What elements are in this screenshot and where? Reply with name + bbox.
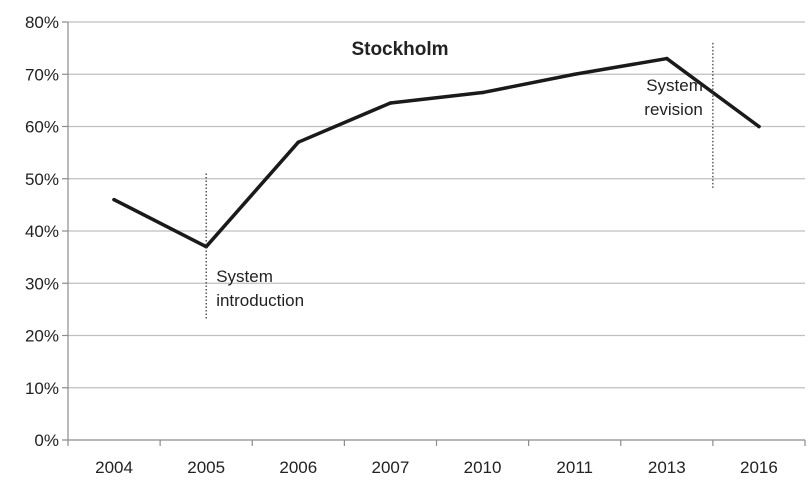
y-tick-label: 30% — [25, 274, 59, 293]
x-tick-label: 2004 — [95, 458, 133, 477]
y-tick-label: 80% — [25, 13, 59, 32]
annotation-text: System — [216, 267, 273, 286]
y-tick-label: 60% — [25, 118, 59, 137]
data-point — [388, 101, 393, 105]
x-tick-label: 2006 — [279, 458, 317, 477]
y-tick-label: 0% — [34, 431, 59, 450]
x-tick-label: 2005 — [187, 458, 225, 477]
x-tick-label: 2011 — [556, 458, 593, 477]
annotation-text: revision — [644, 100, 703, 119]
annotation-text: introduction — [216, 291, 304, 310]
x-tick-label: 2010 — [464, 458, 502, 477]
data-point — [665, 56, 669, 61]
annotations: System introduction System revision — [205, 42, 714, 320]
y-tick-label: 10% — [25, 379, 59, 398]
y-tick-label: 20% — [25, 327, 59, 346]
chart-title: Stockholm — [351, 39, 448, 60]
y-tick-label: 70% — [25, 65, 59, 84]
y-tick-label: 50% — [25, 170, 59, 189]
x-tick-label: 2013 — [648, 458, 686, 477]
axes: 0% 10% 20% 30% 40% 50% 60% 70% 80% 2004 2005 2006 20… — [25, 13, 806, 477]
x-tick-label: 2016 — [740, 458, 778, 477]
y-tick-label: 40% — [25, 222, 59, 241]
x-tick-label: 2007 — [372, 458, 410, 477]
data-point — [204, 244, 208, 249]
data-point — [480, 90, 485, 95]
data-point — [296, 140, 301, 144]
gridlines — [68, 21, 805, 389]
series-line — [112, 56, 761, 249]
data-point — [572, 72, 577, 77]
series — [112, 56, 761, 249]
annotation-text: System — [646, 76, 703, 95]
data-point — [112, 197, 116, 202]
data-point — [757, 124, 761, 129]
